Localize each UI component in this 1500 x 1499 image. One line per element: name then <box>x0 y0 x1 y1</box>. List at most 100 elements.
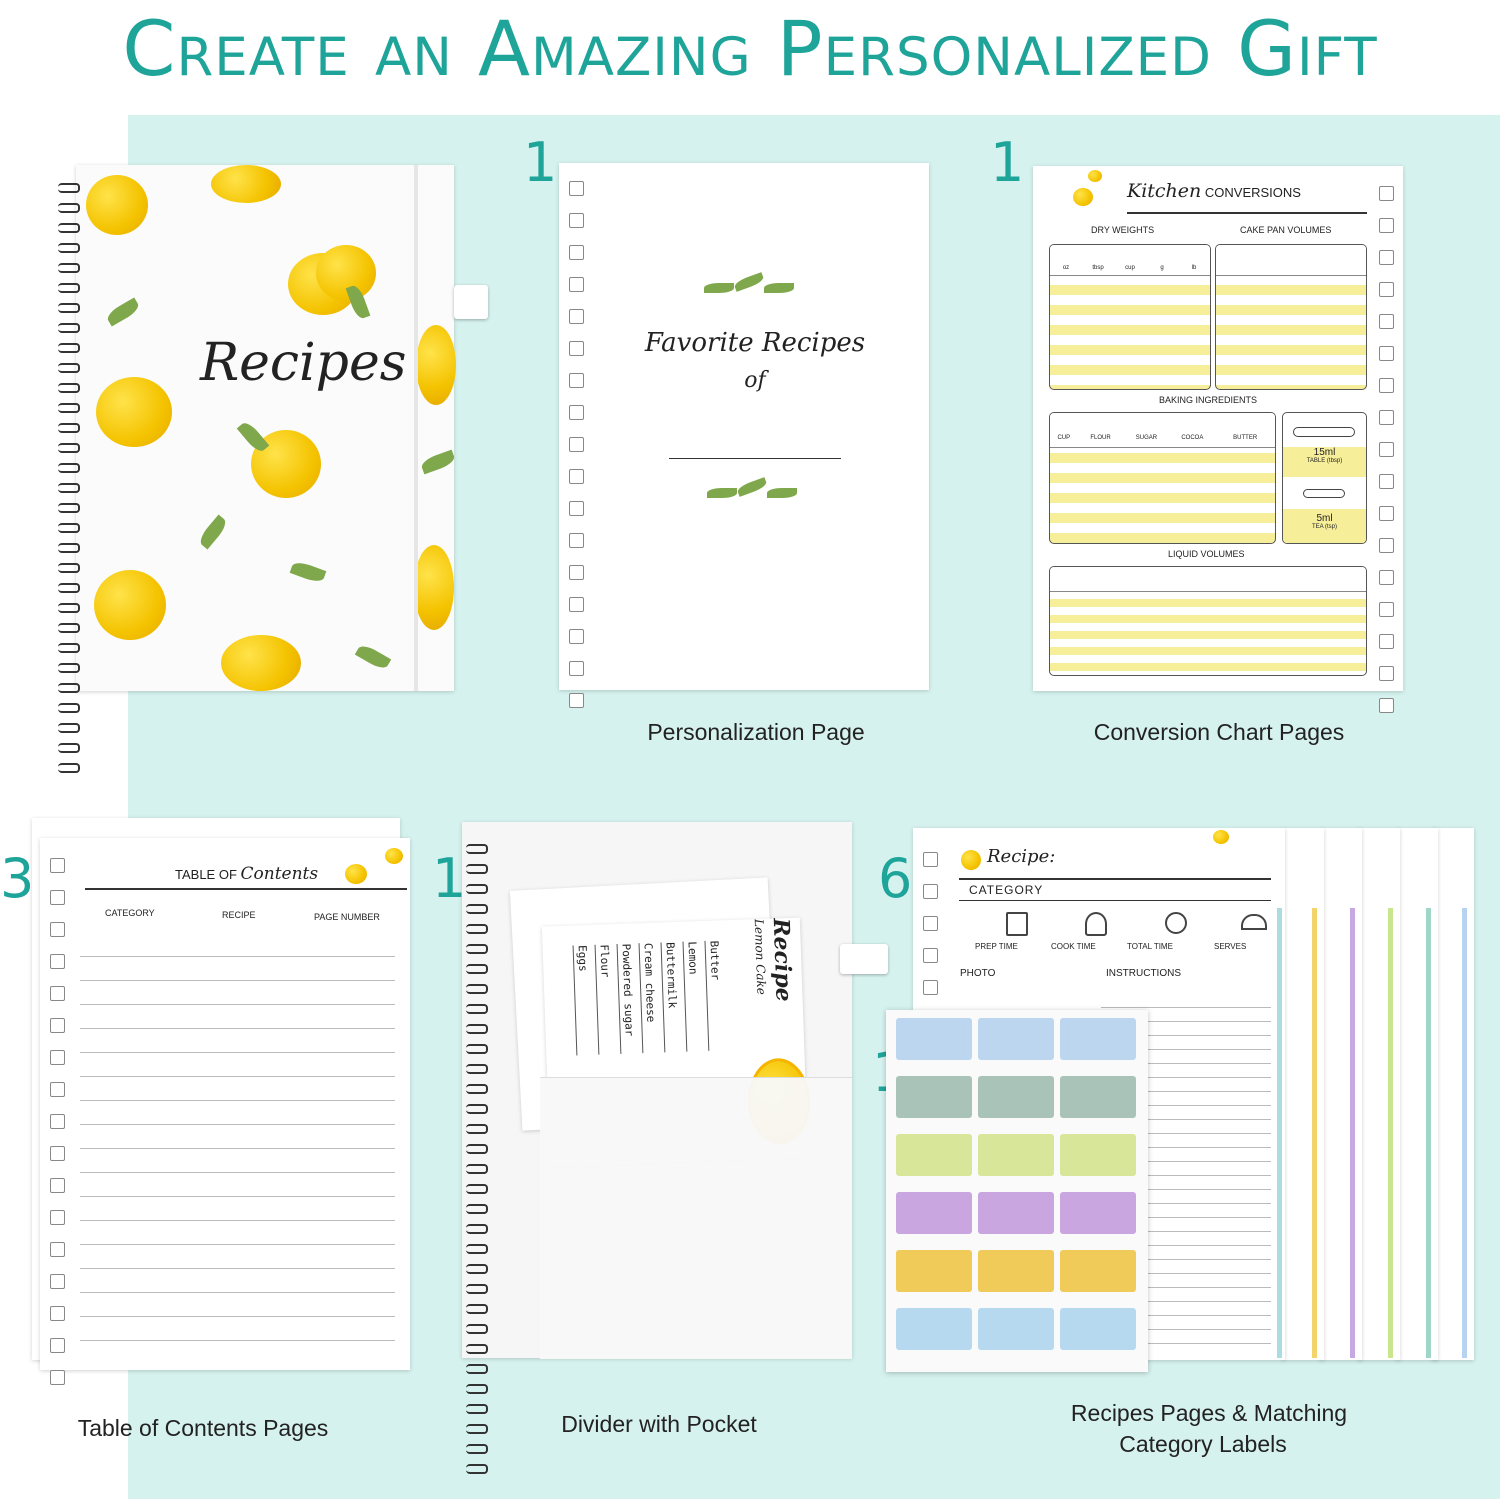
card-title: Recipe <box>767 917 797 1003</box>
spoon-value: 15ml <box>1313 447 1336 458</box>
elastic-band <box>414 165 418 691</box>
divider-count: 1 <box>432 847 467 910</box>
pen-loop <box>840 944 888 974</box>
laurel-top <box>704 272 804 297</box>
recipe-stack-page <box>1320 828 1362 1360</box>
lemon-illustration <box>414 545 454 630</box>
recipe-title: Recipe: <box>987 846 1056 867</box>
personalization-heading: Favorite Recipes <box>644 328 866 358</box>
lemon-illustration <box>1088 170 1102 182</box>
recipe-pages-caption-line2: Category Labels <box>1119 1431 1287 1457</box>
prep-icon <box>1006 912 1028 936</box>
ingredient: Buttermilk <box>660 941 681 1053</box>
dry-weights-table: oz tbsp cup g lb <box>1049 244 1211 390</box>
spoon-icon <box>1293 427 1355 437</box>
col-category: CATEGORY <box>105 908 155 918</box>
dry-weights-heading: DRY WEIGHTS <box>1091 225 1155 235</box>
ingredient: Flour <box>594 944 615 1055</box>
spiral-binding <box>58 183 80 783</box>
label-sticker <box>896 1076 972 1118</box>
cake-pan-heading: CAKE PAN VOLUMES <box>1240 225 1332 235</box>
label-sticker <box>1060 1018 1136 1060</box>
punch-holes <box>569 181 585 725</box>
spoon-label: TABLE (tbsp) <box>1306 458 1343 464</box>
lemon-illustration <box>86 175 148 235</box>
lemon-illustration <box>1213 830 1229 844</box>
conversion-caption: Conversion Chart Pages <box>1093 719 1345 745</box>
serve-icon <box>1241 914 1267 930</box>
divider-page: Recipe Lemon Cake Butter Lemon Buttermil… <box>462 822 888 1474</box>
col-page-number: PAGE NUMBER <box>314 912 380 922</box>
cover-title: Recipes <box>200 333 407 393</box>
title-rule <box>959 878 1271 880</box>
label-sticker <box>1060 1134 1136 1176</box>
toc-rules <box>80 933 395 1353</box>
total-time-label: TOTAL TIME <box>1127 942 1173 951</box>
personalization-page: Favorite Recipes of <box>559 163 929 708</box>
spoon-label: TEA (tsp) <box>1311 524 1337 530</box>
notebook-cover: Recipes <box>58 165 488 773</box>
cook-time-label: COOK TIME <box>1051 942 1096 951</box>
label-sticker <box>1060 1076 1136 1118</box>
label-sticker <box>896 1308 972 1350</box>
category-rule <box>959 900 1271 901</box>
label-sticker <box>896 1134 972 1176</box>
conversion-count: 1 <box>990 131 1025 194</box>
color-tab <box>1388 908 1393 1358</box>
ingredient: Powdered sugar <box>616 943 637 1054</box>
label-sticker <box>1060 1250 1136 1292</box>
color-tab <box>1426 908 1431 1358</box>
dry-header: oz <box>1062 265 1070 271</box>
category-label: CATEGORY <box>969 883 1044 897</box>
title-rule <box>1127 212 1367 214</box>
pocket <box>540 1077 852 1359</box>
leaf-illustration <box>419 449 457 475</box>
label-sticker <box>978 1134 1054 1176</box>
recipe-stack-page <box>1432 828 1474 1360</box>
col-recipe: RECIPE <box>222 910 256 920</box>
spoon-value: 5ml <box>1316 513 1333 524</box>
lemon-illustration <box>221 635 301 691</box>
lemon-illustration <box>316 245 376 301</box>
punch-holes <box>1379 186 1395 730</box>
recipe-pages-caption-line1: Recipes Pages & Matching <box>1070 1400 1348 1426</box>
baking-header: BUTTER <box>1233 435 1258 441</box>
lemon-illustration <box>345 864 367 884</box>
conversion-title: Kitchen CONVERSIONS <box>1127 180 1301 202</box>
lemon-illustration <box>961 850 981 870</box>
dry-header: lb <box>1191 265 1197 271</box>
baking-header: COCOA <box>1181 435 1204 441</box>
card-subtitle: Lemon Cake <box>751 918 769 996</box>
color-tab <box>1312 908 1317 1358</box>
leaf-illustration <box>196 514 230 550</box>
spoon-icon <box>1303 489 1345 498</box>
prep-time-label: PREP TIME <box>975 942 1018 951</box>
liquid-table <box>1049 566 1367 676</box>
label-sticker <box>978 1250 1054 1292</box>
label-sticker <box>896 1250 972 1292</box>
ingredient: Eggs <box>572 944 593 1056</box>
label-sticker <box>978 1192 1054 1234</box>
punch-holes <box>50 858 66 1402</box>
label-sticker <box>1060 1192 1136 1234</box>
name-line <box>669 458 841 459</box>
leaf-illustration <box>289 559 327 585</box>
spoon-panel: 15ml TABLE (tbsp) 5ml TEA (tsp) <box>1282 412 1367 544</box>
dry-header: cup <box>1125 265 1135 271</box>
ingredient-list: Butter Lemon Buttermilk Cream cheese Pow… <box>572 940 725 1056</box>
baking-header: CUP <box>1057 435 1071 441</box>
conversion-title-caps: CONVERSIONS <box>1204 185 1301 200</box>
toc-page: TABLE OF Contents CATEGORY RECIPE PAGE N… <box>40 838 410 1385</box>
cook-icon <box>1085 912 1107 936</box>
headline: Create an Amazing Personalized Gift <box>122 4 1378 93</box>
personalization-count: 1 <box>523 131 558 194</box>
instructions-label: INSTRUCTIONS <box>1106 968 1181 979</box>
personalization-of: of <box>744 368 766 393</box>
baking-heading: BAKING INGREDIENTS <box>1159 395 1258 405</box>
toc-caption: Table of Contents Pages <box>77 1415 329 1441</box>
label-sticker <box>896 1018 972 1060</box>
label-sticker <box>978 1308 1054 1350</box>
dry-header: tbsp <box>1092 265 1104 271</box>
lemon-illustration <box>96 377 172 447</box>
leaf-illustration <box>354 642 392 672</box>
